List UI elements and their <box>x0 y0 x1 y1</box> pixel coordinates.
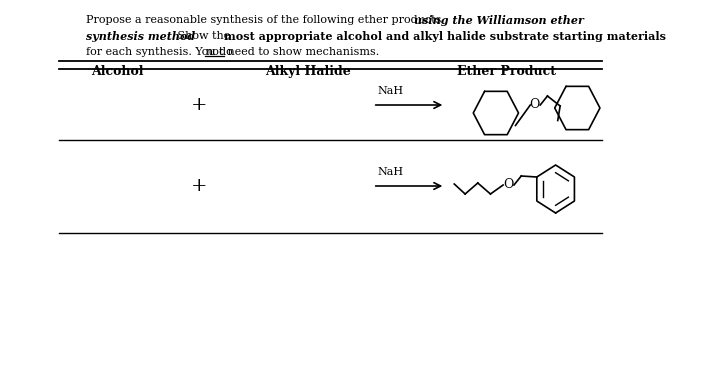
Text: Alkyl Halide: Alkyl Halide <box>265 65 351 78</box>
Text: for each synthesis. You do: for each synthesis. You do <box>86 47 236 57</box>
Text: NaH: NaH <box>378 167 404 177</box>
Text: Ether Product: Ether Product <box>457 65 556 78</box>
Text: need to show mechanisms.: need to show mechanisms. <box>224 47 380 57</box>
Text: +: + <box>191 177 207 195</box>
Text: O: O <box>529 99 540 112</box>
Text: using the Williamson ether: using the Williamson ether <box>414 15 585 26</box>
Text: NaH: NaH <box>378 86 404 96</box>
Text: O: O <box>503 177 514 191</box>
Text: most appropriate alcohol and alkyl halide substrate starting materials: most appropriate alcohol and alkyl halid… <box>223 31 665 42</box>
Text: .  Show the: . Show the <box>167 31 234 41</box>
Text: Propose a reasonable synthesis of the following ether products: Propose a reasonable synthesis of the fo… <box>86 15 445 25</box>
Text: synthesis method: synthesis method <box>86 31 195 42</box>
Text: +: + <box>191 96 207 114</box>
Text: not: not <box>205 47 223 57</box>
Text: Alcohol: Alcohol <box>92 65 144 78</box>
